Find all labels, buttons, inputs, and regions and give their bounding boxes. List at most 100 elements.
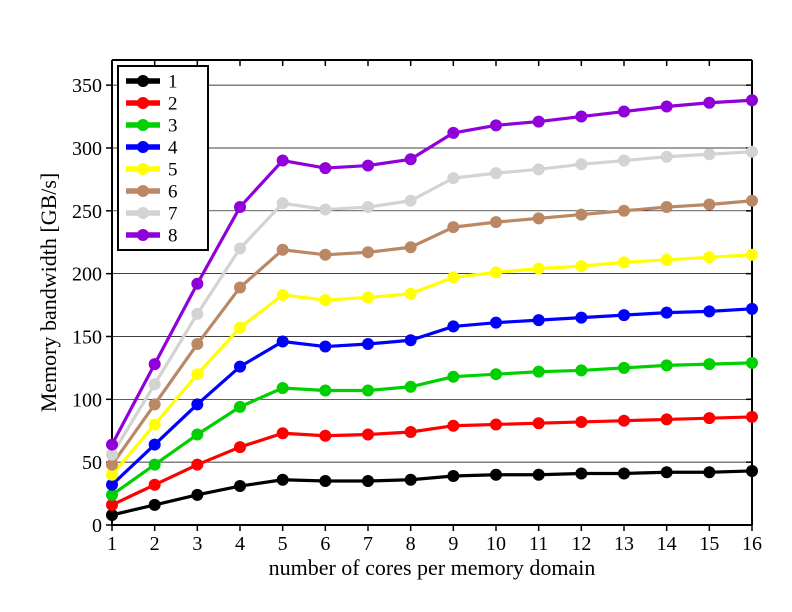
series-marker [191,459,203,471]
x-tick-label: 15 [699,533,719,555]
series-marker [362,292,374,304]
series-marker [703,97,715,109]
series-marker [661,101,673,113]
x-tick-label: 9 [448,533,458,555]
series-marker [234,361,246,373]
series-marker [319,341,331,353]
series-marker [703,305,715,317]
series-marker [277,336,289,348]
series-marker [703,251,715,263]
series-marker [618,256,630,268]
series-marker [618,205,630,217]
series-marker [618,309,630,321]
series-marker [362,385,374,397]
series-marker [533,163,545,175]
series-marker [405,288,417,300]
series-marker [490,418,502,430]
series-marker [191,429,203,441]
x-tick-label: 2 [150,533,160,555]
series-marker [319,385,331,397]
x-tick-label: 11 [529,533,548,555]
series-marker [191,278,203,290]
x-tick-label: 1 [107,533,117,555]
y-tick-label: 250 [72,201,102,223]
series-marker [490,119,502,131]
series-marker [234,201,246,213]
series-marker [234,480,246,492]
series-marker [746,195,758,207]
y-axis-label: Memory bandwidth [GB/s] [36,173,61,413]
y-tick-label: 350 [72,75,102,97]
series-marker [277,244,289,256]
series-marker [618,106,630,118]
series-marker [575,467,587,479]
bandwidth-chart: 12345678910111213141516 0501001502002503… [0,0,792,612]
series-marker [575,260,587,272]
series-marker [490,216,502,228]
x-tick-label: 12 [571,533,591,555]
series-marker [447,320,459,332]
x-tick-label: 10 [486,533,506,555]
series-marker [149,479,161,491]
series-marker [533,116,545,128]
series-marker [277,197,289,209]
series-marker [661,201,673,213]
series-marker [405,153,417,165]
x-axis-label: number of cores per memory domain [269,555,596,580]
y-tick-label: 300 [72,138,102,160]
series-marker [661,151,673,163]
legend-label: 1 [168,72,178,93]
series-marker [106,439,118,451]
legend-label: 5 [168,160,178,181]
series-marker [447,371,459,383]
series-marker [533,314,545,326]
x-tick-label: 6 [320,533,330,555]
series-marker [277,474,289,486]
series-marker [191,398,203,410]
series-marker [575,111,587,123]
series-marker [746,411,758,423]
y-tick-label: 0 [92,515,102,537]
series-marker [319,204,331,216]
series-marker [362,246,374,258]
series-marker [277,289,289,301]
x-tick-label: 4 [235,533,245,555]
series-marker [149,459,161,471]
legend-label: 2 [168,94,178,115]
series-marker [149,418,161,430]
series-marker [405,334,417,346]
series-marker [447,221,459,233]
series-marker [661,307,673,319]
series-marker [149,358,161,370]
x-tick-label: 13 [614,533,634,555]
series-marker [661,254,673,266]
series-marker [575,416,587,428]
series-marker [405,241,417,253]
series-marker [746,465,758,477]
series-marker [746,303,758,315]
series-marker [447,127,459,139]
series-marker [703,466,715,478]
series-marker [533,417,545,429]
series-marker [661,413,673,425]
series-marker [661,359,673,371]
series-marker [277,155,289,167]
series-marker [319,294,331,306]
series-marker [405,426,417,438]
series-marker [191,338,203,350]
legend-label: 6 [168,182,178,203]
series-marker [490,368,502,380]
series-marker [405,474,417,486]
series-marker [490,469,502,481]
series-marker [149,398,161,410]
series-marker [447,420,459,432]
series-marker [149,439,161,451]
series-marker [362,160,374,172]
y-tick-label: 200 [72,264,102,286]
series-marker [191,489,203,501]
series-marker [149,499,161,511]
series-marker [533,263,545,275]
y-tick-label: 100 [72,389,102,411]
series-marker [319,475,331,487]
series-marker [191,368,203,380]
